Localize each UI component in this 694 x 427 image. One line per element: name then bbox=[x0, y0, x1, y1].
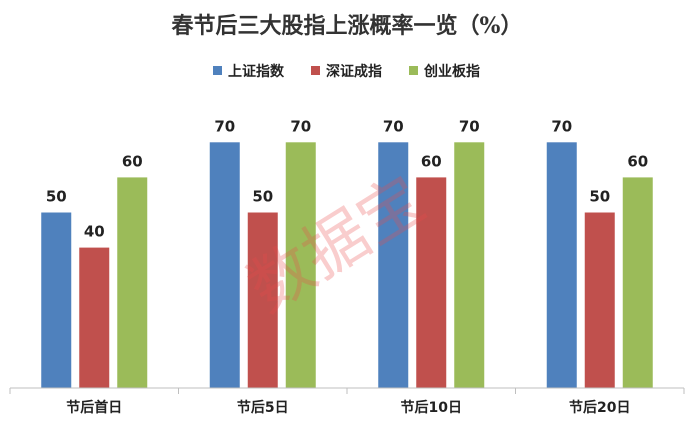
data-label-1-1: 50 bbox=[46, 188, 67, 206]
data-label-3-1: 70 bbox=[383, 117, 404, 135]
data-label-2-1: 70 bbox=[214, 117, 235, 135]
x-axis-ticks: 节后首日 节后5日 节后10日 节后20日 bbox=[9, 388, 685, 416]
bar-2-2 bbox=[247, 212, 278, 388]
bar-2-3 bbox=[285, 142, 316, 388]
bar-1-1 bbox=[41, 212, 72, 388]
bar-3-2 bbox=[416, 177, 447, 388]
legend-swatch-3 bbox=[409, 66, 418, 75]
x-tick-label-2: 节后5日 bbox=[237, 399, 289, 416]
data-label-3-2: 60 bbox=[421, 152, 442, 170]
data-label-3-3: 70 bbox=[459, 117, 480, 135]
data-label-1-2: 40 bbox=[84, 223, 105, 241]
data-label-2-3: 70 bbox=[290, 117, 311, 135]
bar-4-2 bbox=[584, 212, 615, 388]
bar-4-1 bbox=[546, 142, 577, 388]
bar-1-3 bbox=[117, 177, 148, 388]
data-label-1-3: 60 bbox=[122, 152, 143, 170]
data-labels: 50 40 60 70 50 70 70 60 70 70 50 60 bbox=[46, 117, 648, 240]
bars bbox=[41, 142, 653, 388]
bar-1-2 bbox=[79, 247, 110, 388]
x-tick-label-3: 节后10日 bbox=[401, 399, 462, 416]
bar-2-1 bbox=[209, 142, 240, 388]
legend-swatch-2 bbox=[311, 66, 320, 75]
data-label-4-1: 70 bbox=[551, 117, 572, 135]
bar-3-1 bbox=[378, 142, 409, 388]
legend-label-3: 创业板指 bbox=[423, 63, 480, 80]
legend-label-2: 深证成指 bbox=[326, 63, 382, 80]
legend: 上证指数 深证成指 创业板指 bbox=[213, 63, 480, 80]
legend-swatch-1 bbox=[213, 66, 222, 75]
data-label-4-3: 60 bbox=[627, 152, 648, 170]
bar-4-3 bbox=[622, 177, 653, 388]
bar-3-3 bbox=[454, 142, 485, 388]
x-tick-label-1: 节后首日 bbox=[66, 399, 122, 416]
data-label-4-2: 50 bbox=[589, 188, 610, 206]
legend-label-1: 上证指数 bbox=[228, 63, 285, 80]
x-tick-label-4: 节后20日 bbox=[569, 399, 630, 416]
chart-title: 春节后三大股指上涨概率一览（%） bbox=[172, 13, 523, 39]
data-label-2-2: 50 bbox=[252, 188, 273, 206]
